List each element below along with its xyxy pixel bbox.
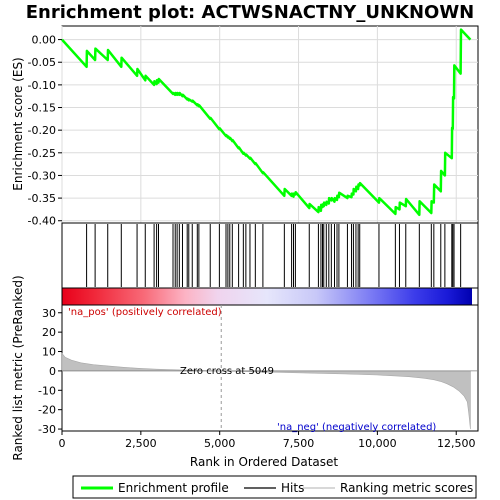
x-tick-label: 7,500 <box>283 437 315 450</box>
legend-hits-label: Hits <box>281 481 304 495</box>
metric-tick-label: -10 <box>38 384 56 397</box>
zero-cross-label: Zero cross at 5049 <box>180 366 274 377</box>
chart-title: Enrichment plot: ACTWSNACTNY_UNKNOWN <box>26 2 475 23</box>
es-tick-label: -0.35 <box>28 192 56 205</box>
hits-panel <box>61 222 479 289</box>
es-panel <box>61 25 479 224</box>
es-tick-label: 0.00 <box>32 34 57 47</box>
es-tick-label: -0.20 <box>28 124 56 137</box>
x-tick-label: 10,000 <box>358 437 397 450</box>
positive-label: 'na_pos' (positively correlated) <box>68 307 222 318</box>
negative-label: 'na_neg' (negatively correlated) <box>277 422 436 433</box>
rank-colorbar <box>62 288 472 305</box>
es-tick-label: -0.30 <box>28 169 56 182</box>
metric-tick-label: 30 <box>42 307 56 320</box>
es-tick-label: -0.40 <box>28 215 56 228</box>
x-tick-label: 12,500 <box>437 437 476 450</box>
x-axis-title: Rank in Ordered Dataset <box>190 455 338 469</box>
legend-profile-label: Enrichment profile <box>118 481 229 495</box>
legend-ranking-label: Ranking metric scores <box>340 481 473 495</box>
es-tick-label: -0.10 <box>28 79 56 92</box>
metric-tick-label: -20 <box>38 404 56 417</box>
metric-tick-label: 10 <box>42 346 56 359</box>
es-tick-label: -0.25 <box>28 147 56 160</box>
metric-tick-label: 20 <box>42 326 56 339</box>
x-tick-label: 5,000 <box>204 437 236 450</box>
es-axis-title: Enrichment score (ES) <box>11 57 25 190</box>
es-tick-label: -0.15 <box>28 102 56 115</box>
es-tick-label: -0.05 <box>28 56 56 69</box>
x-tick-label: 2,500 <box>125 437 157 450</box>
x-tick-label: 0 <box>59 437 66 450</box>
metric-tick-label: -30 <box>38 423 56 436</box>
ranking-metric-area <box>61 352 471 430</box>
metric-axis-title: Ranked list metric (PreRanked) <box>11 275 25 460</box>
enrichment-profile-line <box>61 28 472 217</box>
metric-tick-label: 0 <box>49 365 56 378</box>
legend-box <box>72 475 477 499</box>
